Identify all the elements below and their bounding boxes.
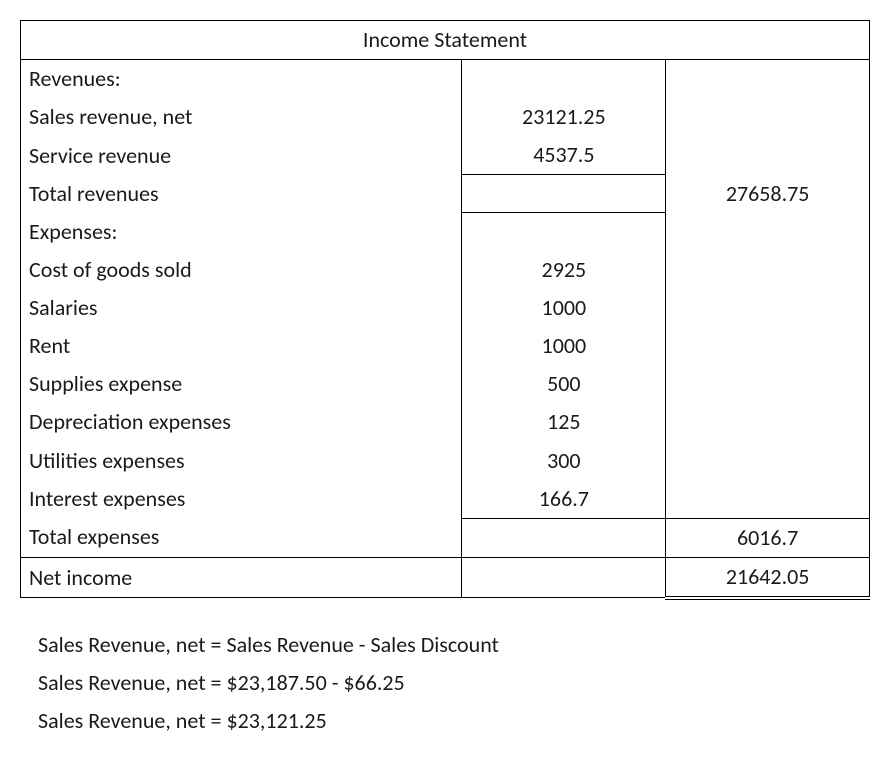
row-col3: 27658.75 bbox=[666, 175, 870, 213]
row-label: Depreciation expenses bbox=[21, 403, 462, 441]
row-col3 bbox=[666, 98, 870, 136]
row-col2 bbox=[462, 213, 666, 251]
row-col2: 4537.5 bbox=[462, 136, 666, 175]
note-line: Sales Revenue, net = $23,121.25 bbox=[38, 704, 870, 738]
row-col2: 1000 bbox=[462, 289, 666, 327]
row-col2: 500 bbox=[462, 365, 666, 403]
row-label: Expenses: bbox=[21, 213, 462, 251]
row-col3 bbox=[666, 327, 870, 365]
row-col3 bbox=[666, 365, 870, 403]
row-col3 bbox=[666, 60, 870, 99]
row-label: Utilities expenses bbox=[21, 442, 462, 480]
table-title: Income Statement bbox=[21, 21, 870, 60]
row-col3 bbox=[666, 213, 870, 251]
note-line: Sales Revenue, net = Sales Revenue - Sal… bbox=[38, 628, 870, 662]
row-col3 bbox=[666, 251, 870, 289]
row-label: Supplies expense bbox=[21, 365, 462, 403]
table-row: Total expenses 6016.7 bbox=[21, 518, 870, 557]
table-row: Depreciation expenses 125 bbox=[21, 403, 870, 441]
table-row: Supplies expense 500 bbox=[21, 365, 870, 403]
row-col3 bbox=[666, 403, 870, 441]
row-label: Service revenue bbox=[21, 136, 462, 175]
income-statement-table: Income Statement Revenues: Sales revenue… bbox=[20, 20, 870, 600]
row-label: Revenues: bbox=[21, 60, 462, 99]
row-col2: 1000 bbox=[462, 327, 666, 365]
table-row: Service revenue 4537.5 bbox=[21, 136, 870, 175]
table-row: Sales revenue, net 23121.25 bbox=[21, 98, 870, 136]
note-line: Sales Revenue, net = $23,187.50 - $66.25 bbox=[38, 666, 870, 700]
table-row: Rent 1000 bbox=[21, 327, 870, 365]
row-label: Sales revenue, net bbox=[21, 98, 462, 136]
row-col2 bbox=[462, 557, 666, 598]
table-row: Cost of goods sold 2925 bbox=[21, 251, 870, 289]
table-row: Salaries 1000 bbox=[21, 289, 870, 327]
row-col3: 6016.7 bbox=[666, 518, 870, 557]
row-col2: 23121.25 bbox=[462, 98, 666, 136]
row-col2: 125 bbox=[462, 403, 666, 441]
row-col2 bbox=[462, 518, 666, 557]
table-row: Net income 21642.05 bbox=[21, 557, 870, 598]
row-col2: 300 bbox=[462, 442, 666, 480]
income-statement-document: Income Statement Revenues: Sales revenue… bbox=[20, 20, 870, 738]
table-row: Utilities expenses 300 bbox=[21, 442, 870, 480]
row-col2 bbox=[462, 60, 666, 99]
row-label: Cost of goods sold bbox=[21, 251, 462, 289]
row-label: Rent bbox=[21, 327, 462, 365]
row-col2: 166.7 bbox=[462, 480, 666, 519]
table-row: Expenses: bbox=[21, 213, 870, 251]
row-col3 bbox=[666, 289, 870, 327]
row-col2: 2925 bbox=[462, 251, 666, 289]
table-row: Total revenues 27658.75 bbox=[21, 175, 870, 213]
row-col3 bbox=[666, 442, 870, 480]
row-col3: 21642.05 bbox=[666, 557, 870, 598]
row-col3 bbox=[666, 480, 870, 519]
row-label: Interest expenses bbox=[21, 480, 462, 519]
table-row: Revenues: bbox=[21, 60, 870, 99]
row-col3 bbox=[666, 136, 870, 175]
calculation-notes: Sales Revenue, net = Sales Revenue - Sal… bbox=[20, 628, 870, 738]
row-label: Total revenues bbox=[21, 175, 462, 213]
row-label: Net income bbox=[21, 557, 462, 598]
row-label: Salaries bbox=[21, 289, 462, 327]
table-row: Interest expenses 166.7 bbox=[21, 480, 870, 519]
row-col2 bbox=[462, 175, 666, 213]
row-label: Total expenses bbox=[21, 518, 462, 557]
